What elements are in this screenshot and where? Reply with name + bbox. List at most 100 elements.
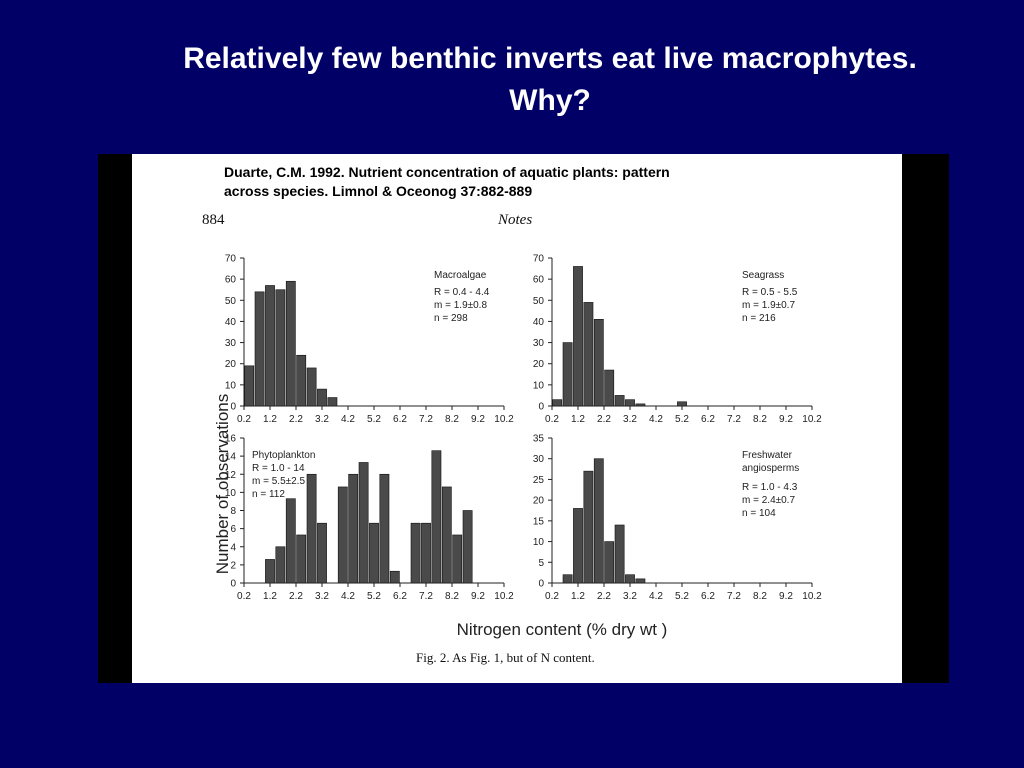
panel-4-bar-4 bbox=[604, 541, 615, 584]
panel-3-bar-14 bbox=[410, 522, 421, 584]
panel-2-x-tick-label-1: 1.2 bbox=[571, 414, 585, 425]
panel-3-x-tick-label-1: 1.2 bbox=[263, 591, 277, 602]
panel-3-y-tick-label-5: 10 bbox=[225, 488, 237, 499]
panel-3-bar-9 bbox=[358, 462, 369, 584]
panel-4-x-tick-label-1: 1.2 bbox=[571, 591, 585, 602]
panel-1-annotation-3: n = 298 bbox=[434, 313, 468, 324]
panel-3-x-tick-label-2: 2.2 bbox=[289, 591, 303, 602]
panel-3-bar-17 bbox=[441, 486, 452, 584]
panel-1-annotation-1: R = 0.4 - 4.4 bbox=[434, 287, 490, 298]
panel-4-x-tick-label-8: 8.2 bbox=[753, 591, 767, 602]
panel-3-annotation-2: m = 5.5±2.5 bbox=[252, 476, 305, 487]
figure-frame: Duarte, C.M. 1992. Nutrient concentratio… bbox=[98, 154, 949, 683]
panel-2-bar-5 bbox=[604, 369, 615, 407]
panel-4-x-tick-label-9: 9.2 bbox=[779, 591, 793, 602]
panel-4-annotation-3: m = 2.4±0.7 bbox=[742, 495, 795, 506]
panel-3-x-tick-label-8: 8.2 bbox=[445, 591, 459, 602]
panel-3-y-tick-label-6: 12 bbox=[225, 470, 237, 481]
panel-1-x-tick-label-9: 9.2 bbox=[471, 414, 485, 425]
panel-4-bar-5 bbox=[614, 524, 625, 584]
panel-2-bar-7 bbox=[625, 399, 635, 407]
panel-3-y-tick-label-1: 2 bbox=[230, 560, 236, 571]
panel-3-x-tick-label-9: 9.2 bbox=[471, 591, 485, 602]
y-axis-title: Number of observations bbox=[213, 393, 232, 575]
panel-1-annotation-0: Macroalgae bbox=[434, 270, 487, 281]
panel-3-x-tick-label-6: 6.2 bbox=[393, 591, 407, 602]
panel-2-x-tick-label-0: 0.2 bbox=[545, 414, 559, 425]
panel-1-x-tick-label-3: 3.2 bbox=[315, 414, 329, 425]
panel-2-y-tick-label-3: 30 bbox=[533, 338, 545, 349]
panel-3-bar-2 bbox=[285, 498, 296, 584]
panel-1-bar-1 bbox=[254, 291, 265, 407]
panel-3-bar-10 bbox=[369, 522, 379, 584]
panel-2-y-tick-label-4: 40 bbox=[533, 317, 545, 328]
panel-1-bar-7 bbox=[317, 388, 327, 407]
panel-3-x-tick-label-5: 5.2 bbox=[367, 591, 381, 602]
panel-3-x-tick-label-7: 7.2 bbox=[419, 591, 433, 602]
panel-3-x-tick-label-10: 10.2 bbox=[494, 591, 514, 602]
panel-4-y-tick-label-2: 10 bbox=[533, 537, 545, 548]
panel-4-annotation-1: angiosperms bbox=[742, 463, 799, 474]
panel-1-bar-4 bbox=[285, 280, 296, 407]
panel-2-y-tick-label-2: 20 bbox=[533, 359, 545, 370]
panel-4-annotation-4: n = 104 bbox=[742, 508, 776, 519]
panel-1-y-tick-label-0: 0 bbox=[230, 402, 236, 413]
panel-3-y-tick-label-3: 6 bbox=[230, 524, 236, 535]
panel-3-bar-7 bbox=[337, 486, 348, 584]
panel-2-bar-2 bbox=[573, 266, 583, 407]
panel-2-annotation-1: R = 0.5 - 5.5 bbox=[742, 287, 798, 298]
panel-3-bar-4 bbox=[306, 473, 317, 584]
panel-4-annotation-0: Freshwater bbox=[742, 450, 793, 461]
citation: Duarte, C.M. 1992. Nutrient concentratio… bbox=[224, 163, 824, 201]
panel-1-y-tick-label-7: 70 bbox=[225, 254, 237, 265]
page-header: Notes bbox=[498, 212, 533, 228]
slide-title-line1: Relatively few benthic inverts eat live … bbox=[183, 42, 917, 75]
panel-3-bar-0 bbox=[265, 559, 275, 584]
panel-4-y-tick-label-1: 5 bbox=[538, 558, 544, 569]
x-axis-title: Nitrogen content (% dry wt ) bbox=[456, 620, 668, 639]
panel-2-x-tick-label-6: 6.2 bbox=[701, 414, 715, 425]
panel-1-y-tick-label-3: 30 bbox=[225, 338, 237, 349]
panel-1-x-tick-label-7: 7.2 bbox=[419, 414, 433, 425]
panel-3-bar-16 bbox=[431, 450, 442, 584]
citation-line2: across species. Limnol & Oceonog 37:882-… bbox=[224, 183, 533, 199]
panel-4-x-tick-label-6: 6.2 bbox=[701, 591, 715, 602]
slide-title: Relatively few benthic inverts eat live … bbox=[100, 38, 1000, 122]
panel-3-y-tick-label-2: 4 bbox=[230, 542, 236, 553]
panel-3-bar-11 bbox=[379, 473, 390, 584]
panel-1-bar-8 bbox=[327, 397, 338, 407]
panel-2-x-tick-label-4: 4.2 bbox=[649, 414, 663, 425]
panel-4-y-tick-label-7: 35 bbox=[533, 434, 545, 445]
panel-4-x-tick-label-7: 7.2 bbox=[727, 591, 741, 602]
panel-4-y-tick-label-0: 0 bbox=[538, 579, 544, 590]
panel-4-bar-2 bbox=[583, 470, 594, 584]
panel-1-bar-5 bbox=[296, 354, 307, 407]
panel-2-bar-0 bbox=[552, 399, 563, 407]
panel-2-x-tick-label-8: 8.2 bbox=[753, 414, 767, 425]
panel-1-y-tick-label-2: 20 bbox=[225, 359, 237, 370]
panel-3-bar-12 bbox=[389, 570, 400, 584]
panel-1-annotation-2: m = 1.9±0.8 bbox=[434, 300, 487, 311]
panel-2-bar-6 bbox=[614, 395, 625, 407]
panel-1-bar-0 bbox=[244, 365, 255, 407]
panel-2-x-tick-label-3: 3.2 bbox=[623, 414, 637, 425]
panel-3-bar-15 bbox=[421, 522, 431, 584]
panel-4-x-tick-label-5: 5.2 bbox=[675, 591, 689, 602]
panel-2-y-tick-label-6: 60 bbox=[533, 275, 545, 286]
panel-1-y-tick-label-6: 60 bbox=[225, 275, 237, 286]
panel-1-y-tick-label-1: 10 bbox=[225, 380, 237, 391]
panel-4-x-tick-label-3: 3.2 bbox=[623, 591, 637, 602]
panel-4-y-tick-label-4: 20 bbox=[533, 496, 545, 507]
panel-3-y-tick-label-7: 14 bbox=[225, 452, 237, 463]
panel-1-bar-3 bbox=[275, 289, 286, 407]
panel-4-y-tick-label-6: 30 bbox=[533, 454, 545, 465]
panel-3-bar-3 bbox=[296, 534, 307, 584]
panel-2-annotation-3: n = 216 bbox=[742, 313, 776, 324]
panel-2-x-tick-label-9: 9.2 bbox=[779, 414, 793, 425]
panel-4-bar-7 bbox=[635, 578, 646, 584]
panel-3-bar-1 bbox=[275, 546, 286, 584]
panel-3-bar-8 bbox=[348, 473, 359, 584]
panel-3-x-tick-label-4: 4.2 bbox=[341, 591, 355, 602]
panel-2-bar-1 bbox=[562, 342, 573, 407]
panel-3-bar-18 bbox=[452, 534, 463, 584]
